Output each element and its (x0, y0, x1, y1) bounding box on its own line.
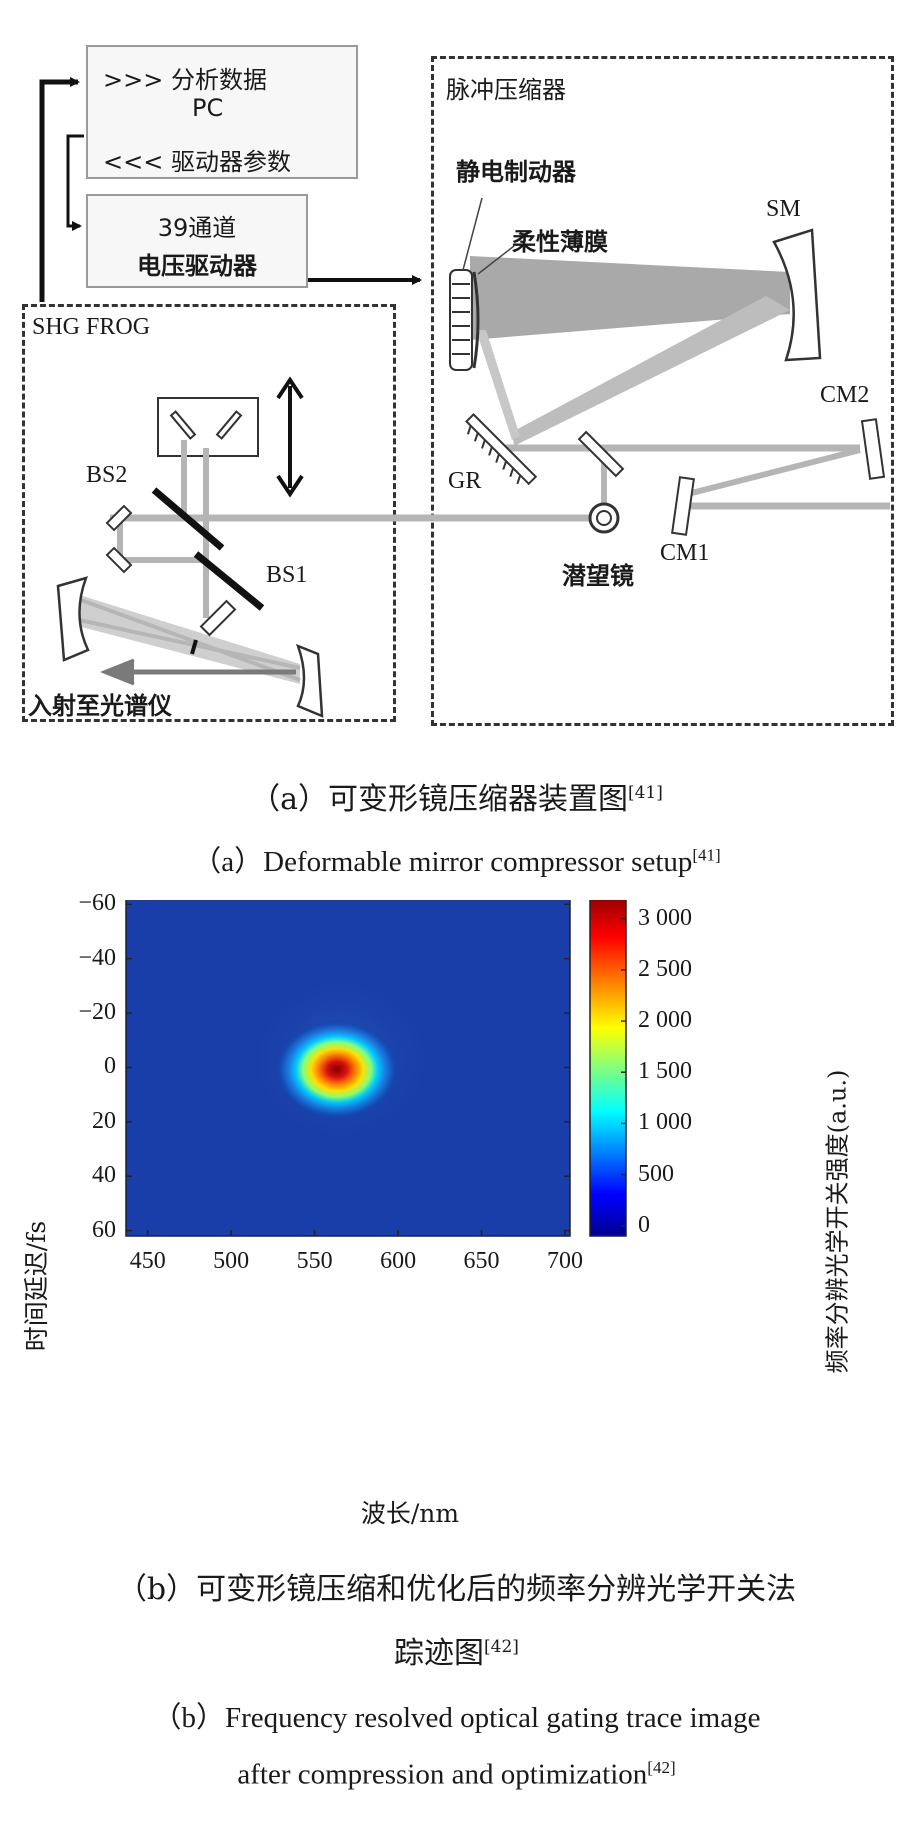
y-tick-label: −60 (78, 890, 116, 917)
heatmap-peak (274, 1019, 399, 1120)
colorbar-tick-label: 0 (638, 1211, 650, 1238)
frog-right-mirror (295, 643, 324, 718)
bs2-splitter (151, 487, 225, 551)
caption-b-zh-line1: （b）可变形镜压缩和优化后的频率分辨光学开关法 (116, 1572, 797, 1607)
x-tick-label: 650 (463, 1248, 500, 1274)
colorbar-tick-label: 1 000 (638, 1109, 692, 1136)
x-tick-label: 500 (213, 1248, 250, 1274)
cm1-label: CM1 (660, 540, 710, 566)
y-tick-label: −20 (78, 999, 116, 1026)
caption-a-zh: （a）可变形镜压缩器装置图[41] (0, 774, 913, 818)
cm1-mirror (671, 476, 695, 536)
frog-title: SHG FROG (32, 314, 151, 340)
optical-schematic (56, 197, 890, 718)
periscope-label: 潜望镜 (562, 562, 634, 590)
x-tick-label: 700 (546, 1248, 583, 1274)
driver-params-label: <<< 驱动器参数 (103, 148, 291, 176)
cm2-mirror (860, 418, 886, 480)
caption-b-en-line2: after compression and optimization (237, 1758, 648, 1791)
cm2-label: CM2 (820, 382, 870, 408)
x-axis-label: 波长/nm (360, 1499, 460, 1528)
analyze-data-label: >>> 分析数据 (103, 66, 267, 94)
electrostatic-actuator (449, 269, 480, 371)
colorbar (589, 900, 627, 1237)
caption-b-en-ref: [42] (647, 1758, 676, 1777)
x-tick-label: 550 (296, 1248, 333, 1274)
caption-a-zh-ref: [41] (627, 783, 663, 803)
x-tick-label: 450 (129, 1248, 166, 1274)
to-spectrometer-label: 入射至光谱仪 (28, 692, 172, 720)
caption-a-en-ref: [41] (692, 845, 721, 865)
y-tick-label: 40 (92, 1162, 116, 1189)
frog-left-mirror (56, 576, 90, 662)
caption-b-zh-ref: [42] (484, 1637, 519, 1657)
caption-a-zh-text: （a）可变形镜压缩器装置图 (250, 782, 628, 817)
colorbar-tick-label: 3 000 (638, 904, 692, 931)
bs1-label: BS1 (266, 562, 308, 588)
x-tick-label: 600 (380, 1248, 417, 1274)
gr-label: GR (448, 468, 482, 494)
pc-box (86, 45, 358, 179)
colorbar-tick-label: 500 (638, 1160, 674, 1187)
caption-a-en-text: （a）Deformable mirror compressor setup (192, 846, 693, 878)
y-tick-label: 20 (92, 1107, 116, 1134)
setup-connections (39, 77, 422, 302)
caption-b-en-line1: （b）Frequency resolved optical gating tra… (152, 1702, 761, 1734)
bs1-splitter (193, 551, 265, 611)
fold-mirror (577, 430, 625, 478)
colorbar-tick-label: 2 000 (638, 1007, 692, 1034)
beam-gr-to-actuator (476, 330, 520, 440)
shg-frog-region (22, 304, 396, 722)
driver-line1: 39通道 (157, 214, 237, 242)
driver-line2: 电压驱动器 (137, 252, 257, 280)
voltage-driver-box (86, 194, 308, 288)
caption-b-zh-line2: 踪迹图 (394, 1636, 485, 1671)
pc-to-driver-arrow (66, 134, 84, 231)
beam-to-sm (470, 256, 790, 340)
sm-label: SM (766, 196, 801, 222)
y-tick-label: −40 (78, 944, 116, 971)
membrane-label: 柔性薄膜 (512, 228, 608, 256)
sm-mirror (772, 228, 822, 362)
caption-a-en: （a）Deformable mirror compressor setup[41… (0, 838, 913, 880)
beam-cm1-cm2 (679, 447, 861, 499)
bs2-label: BS2 (86, 462, 128, 488)
grating (465, 413, 538, 486)
plot-frame (125, 900, 571, 1237)
pulse-compressor-region (431, 56, 894, 726)
beam-sm-to-gr (512, 296, 790, 446)
actuator-label: 静电制动器 (456, 158, 576, 186)
y-tick-label: 0 (104, 1053, 116, 1080)
pulse-compressor-title: 脉冲压缩器 (446, 76, 566, 104)
colorbar-tick-label: 2 500 (638, 955, 692, 982)
heatmap-svg (125, 900, 627, 1237)
y-tick-label: 60 (92, 1216, 116, 1243)
frog-to-pc-arrow (39, 77, 80, 302)
pc-label: PC (192, 94, 224, 122)
caption-b-en-line2-wrap: after compression and optimization[42] (0, 1758, 913, 1792)
delay-stage (157, 397, 259, 457)
caption-b-zh-line2-wrap: 踪迹图[42] (0, 1628, 913, 1672)
colorbar-tick-label: 1 500 (638, 1058, 692, 1085)
colorbar-label: 频率分辨光学开关强度(a.u.) (823, 1069, 852, 1374)
